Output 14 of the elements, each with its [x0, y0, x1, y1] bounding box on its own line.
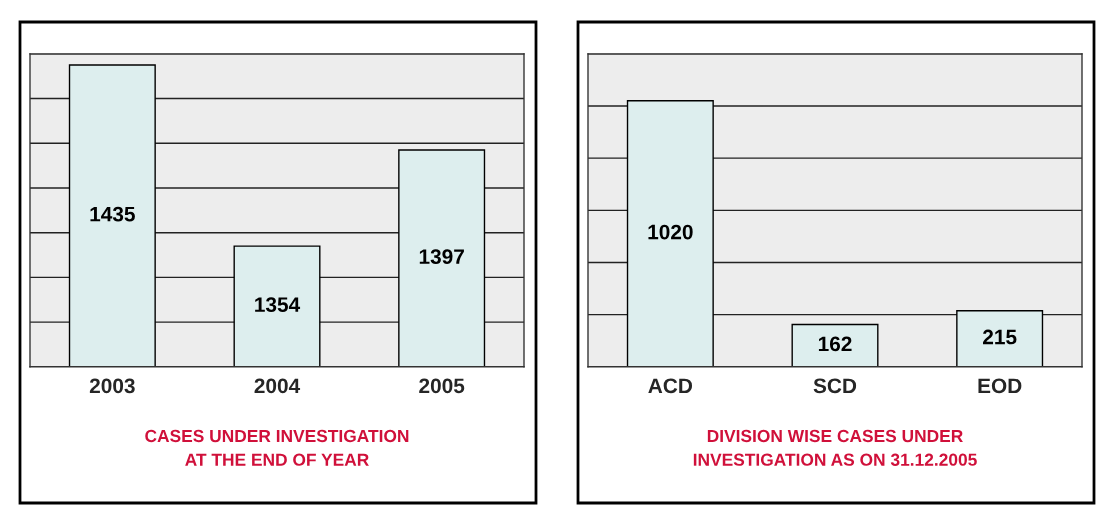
x-tick-label: ACD: [648, 378, 693, 394]
data-label: 1397: [419, 249, 464, 265]
x-tick-label: EOD: [978, 378, 1022, 394]
data-label: 1435: [90, 206, 135, 222]
text: CASES UNDER INVESTIGATION AT THE END OF YEAR: [145, 429, 409, 466]
x-tick-label: SCD: [813, 378, 857, 394]
data-label: 1354: [255, 297, 301, 313]
data-label: 1020: [648, 224, 693, 240]
x-tick-label: 2003: [89, 378, 135, 394]
data-label: 162: [818, 336, 852, 352]
data-label: 215: [983, 329, 1017, 345]
x-tick-label: 2005: [419, 378, 465, 394]
x-tick-label: 2004: [254, 378, 301, 394]
text: DIVISION WISE CASES UNDER INVESTIGATION AS ON 31.12.2005: [693, 429, 977, 466]
